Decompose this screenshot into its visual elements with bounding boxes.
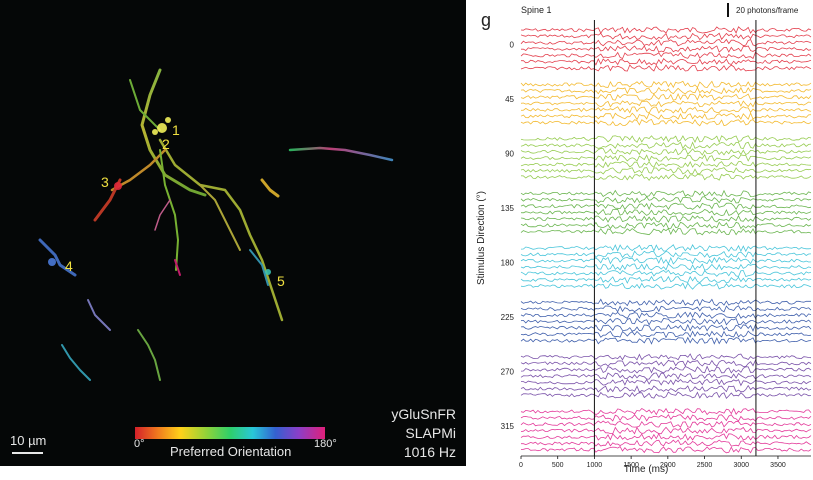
trace-45-trial-3	[520, 93, 812, 101]
info-method: SLAPMi	[405, 425, 456, 441]
trace-225-trial-5	[520, 323, 812, 332]
trace-0-trial-2	[520, 32, 812, 41]
trace-270-trial-4	[520, 372, 812, 380]
trace-90-trial-3	[520, 148, 812, 156]
trace-180-trial-1	[520, 244, 812, 253]
trace-225-trial-6	[520, 330, 812, 339]
trace-225-trial-3	[520, 311, 812, 319]
trace-0-trial-5	[520, 51, 812, 60]
direction-label-0: 0	[510, 40, 515, 49]
trace-0-trial-3	[520, 38, 812, 47]
direction-label-135: 135	[501, 204, 515, 213]
direction-label-180: 180	[501, 258, 515, 267]
trace-90-trial-5	[520, 160, 812, 169]
y-axis-label: Stimulus Direction (°)	[476, 191, 487, 285]
trace-45-trial-2	[520, 86, 812, 95]
x-tick-label-3000: 3000	[733, 462, 749, 469]
direction-label-90: 90	[505, 149, 514, 158]
trace-chart-panel: g Spine 1 20 photons/frame 0 45 90 135 180 225 27…	[466, 0, 813, 480]
spine-marker-4: 4	[65, 258, 73, 274]
colorbar	[135, 427, 325, 439]
scale-label: 20 photons/frame	[736, 6, 799, 15]
spine-marker-2: 2	[162, 136, 170, 152]
trace-chart: g Spine 1 20 photons/frame 0 45 90 135 180 225 27…	[476, 3, 812, 475]
x-tick-label-1500: 1500	[623, 462, 639, 469]
trace-0-trial-4	[521, 45, 812, 53]
trace-315-trial-1	[520, 407, 812, 416]
trace-315-trial-4	[520, 426, 812, 435]
direction-label-45: 45	[505, 95, 514, 104]
x-axis-label: Time (ms)	[624, 464, 669, 475]
trace-135-trial-1	[520, 189, 812, 198]
trace-270-trial-3	[520, 365, 812, 374]
direction-label-270: 270	[501, 367, 515, 376]
trace-270-trial-6	[520, 384, 812, 393]
x-tick-label-0: 0	[519, 462, 523, 469]
trace-315-trial-7	[520, 446, 812, 454]
trace-225-trial-2	[520, 305, 812, 313]
colorbar-title: Preferred Orientation	[170, 444, 292, 459]
trace-45-trial-7	[520, 119, 812, 127]
x-tick-label-3500: 3500	[770, 462, 786, 469]
trace-45-trial-5	[520, 106, 812, 114]
trace-135-trial-5	[520, 214, 812, 223]
trace-0-trial-1	[520, 26, 812, 34]
trace-270-trial-2	[520, 359, 812, 367]
trace-135-trial-7	[520, 227, 812, 236]
colorbar-min-label: 0°	[134, 438, 145, 450]
trace-315-trial-6	[521, 439, 812, 447]
trace-225-trial-1	[520, 298, 811, 307]
trace-180-trial-3	[520, 256, 812, 265]
info-rate: 1016 Hz	[403, 444, 456, 460]
x-tick-label-2000: 2000	[660, 462, 676, 469]
trace-135-trial-4	[520, 208, 812, 217]
microscopy-image-panel: 1 2 3 4 5 10 µm 0° 180° Preferred Orient…	[0, 0, 466, 466]
trace-225-trial-7	[520, 336, 812, 345]
trace-135-trial-6	[520, 221, 812, 230]
trace-315-trial-2	[520, 413, 812, 422]
trace-0-trial-6	[520, 58, 812, 66]
trace-270-trial-7	[520, 391, 812, 399]
trace-180-trial-6	[520, 275, 812, 284]
dendrite-image	[38, 68, 394, 381]
trace-45-trial-6	[520, 112, 812, 121]
spine-marker-3: 3	[101, 174, 109, 190]
trace-90-trial-6	[520, 167, 812, 175]
chart-title: Spine 1	[521, 5, 552, 15]
trace-45-trial-4	[520, 100, 812, 108]
info-indicator: yGluSnFR	[391, 406, 456, 422]
panel-label: g	[481, 10, 491, 30]
trace-270-trial-1	[520, 353, 812, 361]
x-tick-label-500: 500	[552, 462, 564, 469]
trace-315-trial-5	[520, 432, 812, 441]
trace-270-trial-5	[520, 378, 812, 387]
trace-135-trial-3	[520, 202, 812, 211]
trace-180-trial-2	[520, 250, 812, 259]
trace-0-trial-7	[520, 64, 812, 72]
x-tick-label-1000: 1000	[587, 462, 603, 469]
trace-90-trial-2	[520, 141, 812, 150]
trace-90-trial-1	[520, 135, 812, 144]
scale-bar	[12, 452, 43, 454]
trace-180-trial-5	[520, 269, 812, 277]
direction-label-225: 225	[501, 313, 515, 322]
spine-marker-5: 5	[277, 273, 285, 289]
trace-315-trial-3	[520, 420, 812, 428]
trace-180-trial-7	[520, 282, 812, 290]
x-tick-label-2500: 2500	[697, 462, 713, 469]
trace-90-trial-4	[520, 154, 812, 162]
trace-90-trial-7	[520, 173, 812, 181]
direction-label-315: 315	[501, 422, 515, 431]
trace-45-trial-1	[520, 80, 812, 89]
colorbar-max-label: 180°	[314, 438, 337, 450]
spine-marker-1: 1	[172, 122, 180, 138]
trace-135-trial-2	[520, 196, 812, 204]
trace-180-trial-4	[520, 263, 812, 271]
scale-bar-label: 10 µm	[10, 433, 47, 448]
trace-225-trial-4	[520, 317, 812, 326]
